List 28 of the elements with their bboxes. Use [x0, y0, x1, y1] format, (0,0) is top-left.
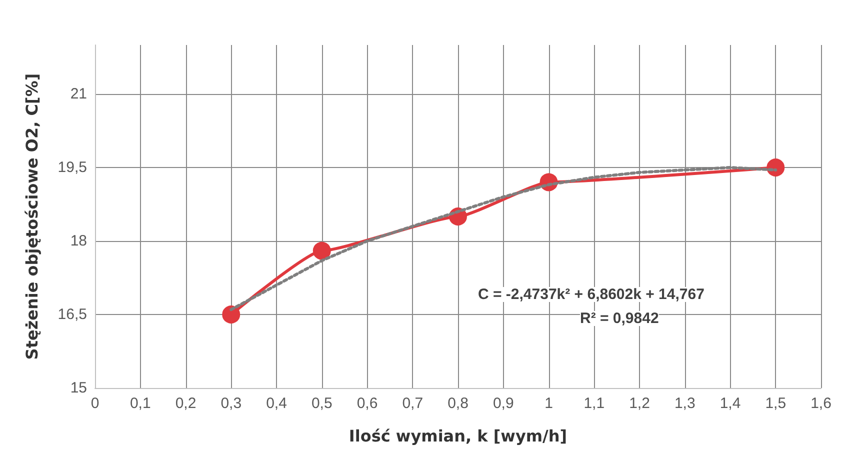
y-tick-label: 15: [70, 380, 87, 396]
x-tick-label: 0,2: [175, 395, 196, 412]
annotation: C = -2,4737k² + 6,8602k + 14,767: [478, 286, 704, 303]
x-tick-label: 1,4: [720, 395, 741, 412]
x-tick-label: 0,1: [130, 395, 151, 412]
x-tick-label: 1: [544, 395, 553, 412]
x-axis-title: Ilość wymian, k [wym/h]: [348, 426, 568, 446]
y-tick-label: 19,5: [58, 159, 87, 176]
y-tick-label: 21: [70, 86, 87, 102]
x-tick-label: 1,5: [765, 395, 786, 412]
x-tick-label: 1,6: [810, 395, 832, 412]
x-tick-label: 1,1: [584, 395, 605, 412]
x-tick-label: 0,3: [220, 395, 242, 412]
x-tick-label: 0,5: [311, 395, 332, 412]
point: [312, 242, 331, 260]
y-axis-title: Stężenie objętościowe O2, C[%]: [22, 73, 42, 360]
x-tick-label: 0,4: [266, 395, 287, 412]
y-tick-label: 18: [70, 232, 87, 250]
x-tick-label: 0: [90, 395, 100, 412]
x-tick-label: 0,6: [356, 395, 378, 412]
annotation: R² = 0,9842: [580, 310, 659, 327]
x-tick-label: 0,9: [492, 395, 514, 412]
x-tick-label: 0,7: [402, 395, 424, 412]
x-tick-label: 1,3: [674, 395, 696, 412]
x-tick-label: 1,2: [629, 395, 650, 412]
y-tick-label: 16,5: [58, 306, 87, 323]
x-tick-label: 0,8: [448, 395, 468, 412]
point: [222, 306, 240, 324]
